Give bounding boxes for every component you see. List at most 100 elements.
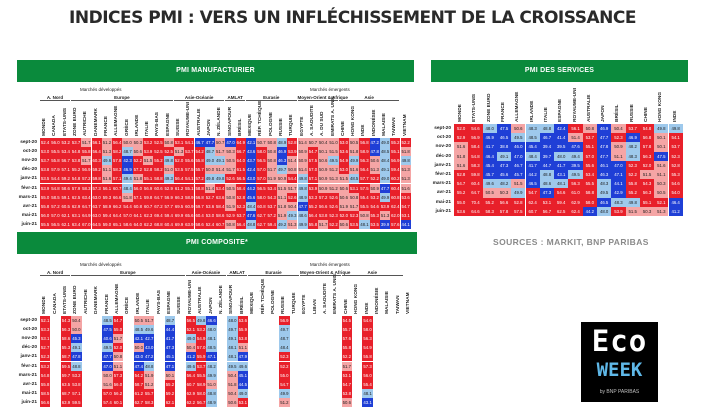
cmp-cell (393, 334, 404, 344)
srv-cell: 50.3 (654, 179, 669, 189)
cmp-cell (175, 334, 186, 344)
mfg-column-header: ITALIE (145, 121, 151, 136)
mfg-cell: 50.9 (318, 165, 329, 175)
cmp-cell: 52.3 (40, 352, 51, 362)
cmp-cell (300, 352, 311, 362)
mfg-cell: 50.8 (266, 138, 277, 148)
cmp-cell: 52.1 (40, 316, 51, 326)
mfg-cell: 58.5 (50, 192, 61, 202)
srv-row-label: nov-20 (435, 144, 451, 150)
cmp-column-header: SUISSE (177, 296, 183, 314)
mfg-cell: 55.1 (184, 183, 195, 193)
mfg-cell: 53.9 (307, 183, 319, 193)
mfg-column-header: TURQUIE (289, 114, 295, 136)
cmp-cell (352, 397, 363, 407)
cmp-cell: 49.8 (196, 316, 207, 326)
mfg-cell: 53.7 (40, 156, 51, 166)
mfg-cell: 47.0 (225, 138, 236, 148)
mfg-cell: 53.2 (369, 192, 380, 202)
mfg-cell: 51.6 (101, 174, 113, 184)
cmp-cell (216, 370, 228, 380)
cmp-cell (248, 316, 259, 326)
cmp-cell (81, 352, 92, 362)
srv-column-header: BRÉSIL (615, 104, 621, 122)
srv-row-label: mai-21 (435, 199, 451, 205)
mfg-column-header: VIETNAM (402, 114, 408, 136)
cmp-cell: 53.3 (40, 325, 51, 335)
srv-cell: 60.7 (525, 206, 540, 216)
mfg-row-label: oct-20 (22, 149, 37, 155)
cmp-cell (331, 361, 342, 371)
cmp-cell: 51.7 (144, 316, 155, 326)
cmp-cell (258, 316, 269, 326)
mfg-cell: 54.7 (307, 147, 319, 157)
mfg-cell: 51.4 (297, 138, 308, 148)
cmp-cell (92, 325, 103, 335)
cmp-cell (248, 397, 259, 407)
cmp-cell: 48.2 (206, 361, 217, 371)
cmp-cell: 48.5 (206, 343, 217, 353)
srv-cell: 52.1 (654, 197, 669, 207)
mfg-cell: 49.9 (379, 192, 391, 202)
mfg-cell: 51.4 (215, 165, 226, 175)
mfg-column-header: MONDE (42, 118, 48, 136)
cmp-cell (175, 370, 186, 380)
cmp-cell: 55.0 (112, 325, 124, 335)
cmp-cell (50, 334, 61, 344)
mfg-row-label: déc-20 (21, 167, 37, 173)
mfg-cell: 47.7 (297, 201, 308, 211)
mfg-cell: 56.5 (256, 156, 267, 166)
cmp-cell (81, 334, 92, 344)
panel-manufacturing: PMI MANUFACTURIER Marchés développés Marc… (17, 60, 414, 230)
mfg-cell: 52.3 (349, 210, 360, 220)
cmp-cell: 55.8 (341, 343, 352, 353)
cmp-cell (383, 325, 394, 335)
mfg-cell: 60.7 (143, 201, 154, 211)
mfg-row-label: mars-21 (18, 194, 37, 200)
srv-cell: 41.2 (668, 206, 683, 216)
mfg-cell: 58.3 (81, 183, 92, 193)
cmp-cell: 58.7 (133, 379, 144, 389)
cmp-cell (258, 361, 269, 371)
mfg-column-header: INDE (361, 124, 367, 136)
cmp-row-label: sept-20 (20, 318, 37, 323)
cmp-cell (383, 388, 394, 398)
srv-cell: 49.5 (597, 188, 612, 198)
mfg-cell: 54.7 (400, 201, 411, 211)
cmp-cell: 68.7 (60, 388, 72, 398)
mfg-cell: 53.6 (204, 201, 216, 211)
cmp-cell: 49.5 (227, 361, 238, 371)
cmp-cell: 57.3 (112, 370, 124, 380)
mfg-cell: 51.7 (349, 201, 360, 211)
srv-cell: 64.7 (468, 188, 483, 198)
cmp-cell (92, 379, 103, 389)
mfg-cell: 60.7 (112, 183, 123, 193)
cmp-cell (216, 352, 228, 362)
srv-cell: 51.6 (454, 160, 469, 170)
srv-cell: 52.8 (668, 160, 683, 170)
cmp-cell (50, 316, 61, 326)
srv-cell: 56.3 (568, 179, 583, 189)
cmp-cell (310, 325, 321, 335)
cmp-cell (258, 343, 269, 353)
mfg-column-header: CHINE (340, 121, 346, 136)
mfg-cell: 51.3 (287, 219, 298, 229)
mfg-cell: 63.7 (91, 201, 102, 211)
srv-column-header: ZONE EURO (486, 93, 492, 122)
srv-cell: 55.3 (668, 170, 683, 180)
cmp-cell (404, 334, 415, 344)
cmp-cell (154, 379, 165, 389)
cmp-cell (404, 361, 415, 371)
mfg-cell: 52.0 (338, 210, 349, 220)
mfg-column-header: ROYAUME-UNI (186, 102, 192, 136)
cmp-cell: 49.9 (206, 370, 217, 380)
cmp-column-header: FRANCE (104, 294, 110, 314)
mfg-cell: 50.4 (318, 138, 329, 148)
cmp-cell (310, 370, 321, 380)
srv-row-label: déc-20 (435, 153, 451, 159)
cmp-cell: 48.1 (362, 388, 373, 398)
cmp-column-header: GRÈCE (125, 296, 131, 314)
srv-cell: 55.0 (454, 197, 469, 207)
srv-cell: 56.6 (496, 197, 512, 207)
mfg-column-header: DANEMARK (93, 108, 99, 136)
